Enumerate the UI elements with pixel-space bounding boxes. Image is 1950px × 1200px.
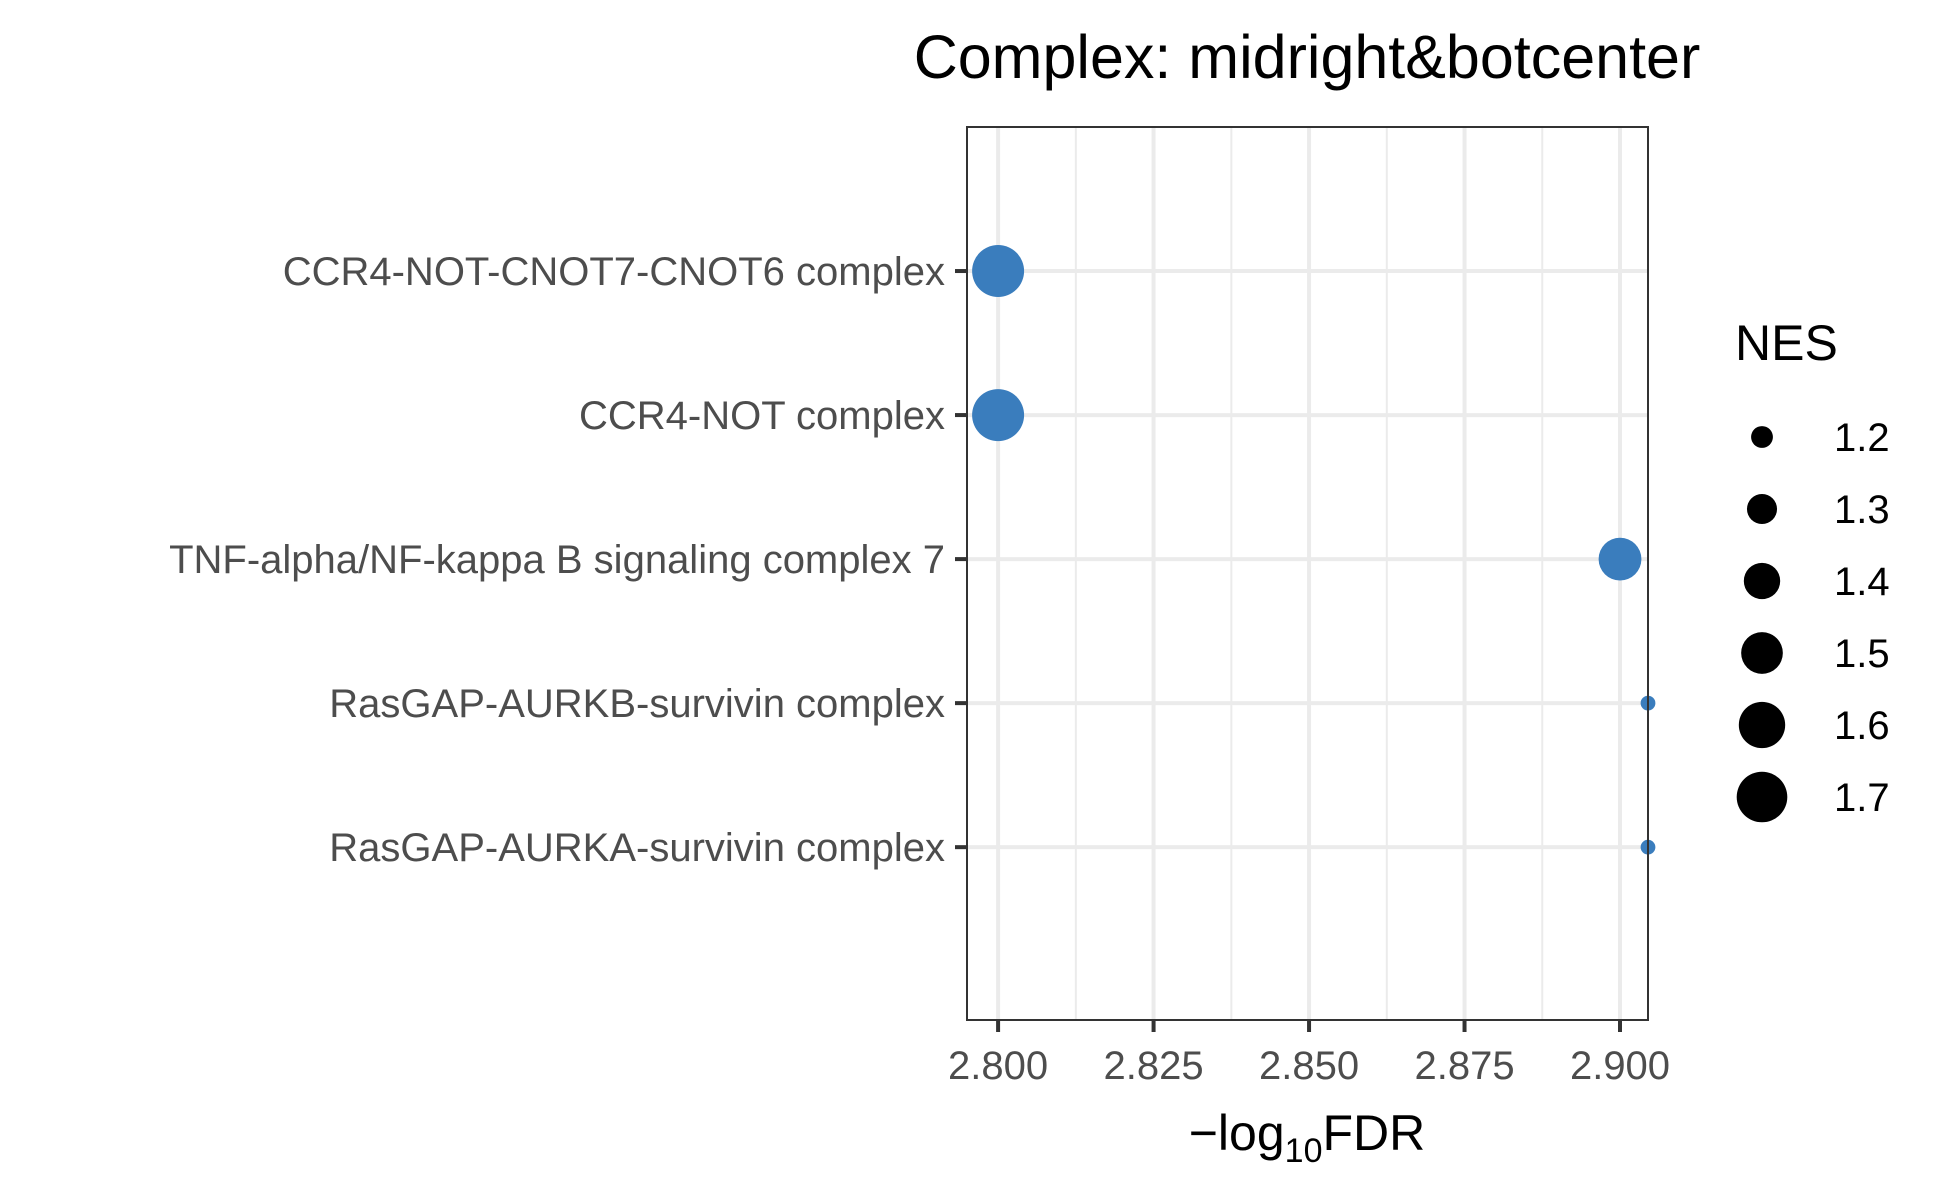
legend-label: 1.6 — [1834, 704, 1890, 748]
legend-key — [1746, 493, 1778, 525]
y-tick-label: TNF-alpha/NF-kappa B signaling complex 7 — [169, 538, 945, 582]
legend-key — [1751, 426, 1773, 448]
legend-label: 1.4 — [1834, 560, 1890, 604]
chart-title: Complex: midright&botcenter — [914, 23, 1701, 91]
legend-key — [1736, 771, 1788, 823]
x-axis: 2.800 2.825 2.850 2.875 2.900 — [948, 1020, 1670, 1088]
data-point — [972, 245, 1025, 298]
x-axis-title-subscript: 10 — [1285, 1132, 1323, 1170]
y-tick-label: RasGAP-AURKA-survivin complex — [329, 826, 945, 870]
legend-label: 1.5 — [1834, 632, 1890, 676]
x-tick-label: 2.850 — [1259, 1044, 1359, 1088]
legend-key — [1741, 632, 1783, 674]
grid-lines — [967, 127, 1648, 1020]
x-tick-label: 2.900 — [1570, 1044, 1670, 1088]
legend: NES 1.2 1.3 1.4 1.5 1.6 1.7 — [1735, 315, 1890, 823]
legend-label: 1.7 — [1834, 776, 1890, 820]
legend-title: NES — [1735, 315, 1838, 371]
y-tick-label: RasGAP-AURKB-survivin complex — [329, 682, 945, 726]
data-points — [972, 245, 1656, 855]
y-tick-label: CCR4-NOT-CNOT7-CNOT6 complex — [283, 250, 945, 294]
x-tick-label: 2.825 — [1104, 1044, 1204, 1088]
y-axis: CCR4-NOT-CNOT7-CNOT6 complex CCR4-NOT com… — [169, 250, 967, 870]
legend-key — [1738, 701, 1786, 749]
legend-label: 1.3 — [1834, 488, 1890, 532]
legend-label: 1.2 — [1834, 416, 1890, 460]
x-axis-title: −log10FDR — [1189, 1105, 1426, 1170]
x-axis-title-suffix: FDR — [1323, 1105, 1426, 1161]
x-axis-title-prefix: −log — [1189, 1105, 1285, 1161]
data-point — [1598, 537, 1642, 581]
data-point — [972, 389, 1025, 442]
y-tick-label: CCR4-NOT complex — [579, 394, 945, 438]
x-tick-label: 2.875 — [1414, 1044, 1514, 1088]
legend-key — [1743, 562, 1781, 600]
x-tick-label: 2.800 — [948, 1044, 1048, 1088]
